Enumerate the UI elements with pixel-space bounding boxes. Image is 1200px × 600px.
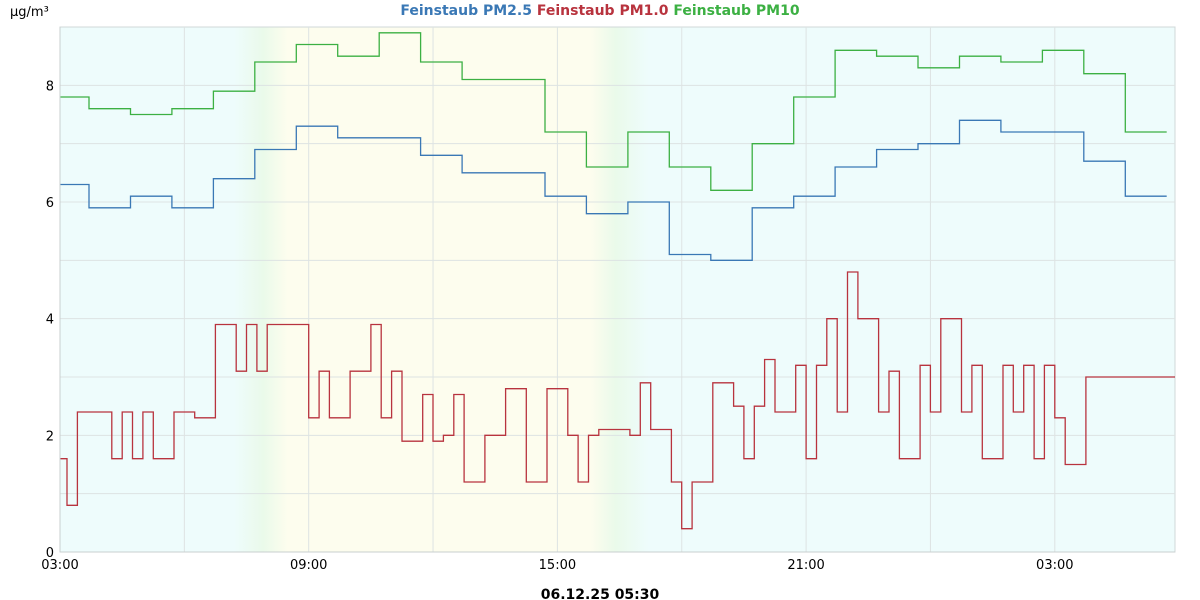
series-line-feinstaub-pm1-0	[60, 271, 1175, 530]
series-line-feinstaub-pm2-5	[60, 119, 1167, 261]
chart-title: Feinstaub PM2.5 Feinstaub PM1.0 Feinstau…	[400, 3, 799, 19]
y-tick-label: 4	[46, 313, 54, 328]
series-layer	[60, 32, 1175, 530]
y-tick-label: 8	[46, 79, 54, 94]
timestamp-footer: 06.12.25 05:30	[541, 587, 660, 600]
y-tick-label: 0	[46, 546, 54, 561]
title-series-name: Feinstaub PM10	[668, 3, 799, 19]
plot-background	[59, 26, 1176, 553]
axes: 0 2 4 6 8 03:00 09:00 15:00 21:00 03:00	[41, 27, 1175, 573]
y-axis-unit-label: µg/m³	[10, 5, 49, 20]
x-tick-label: 09:00	[290, 558, 327, 573]
title-series-name: Feinstaub PM2.5	[400, 3, 532, 19]
grid-lines	[60, 27, 1175, 552]
y-tick-label: 6	[46, 196, 54, 211]
series-line-feinstaub-pm10	[60, 32, 1167, 191]
x-tick-label: 03:00	[1036, 558, 1073, 573]
y-tick-label: 2	[46, 429, 54, 444]
x-tick-label: 21:00	[787, 558, 824, 573]
x-tick-label: 15:00	[539, 558, 576, 573]
x-tick-label: 03:00	[41, 558, 78, 573]
title-series-name: Feinstaub PM1.0	[532, 3, 669, 19]
